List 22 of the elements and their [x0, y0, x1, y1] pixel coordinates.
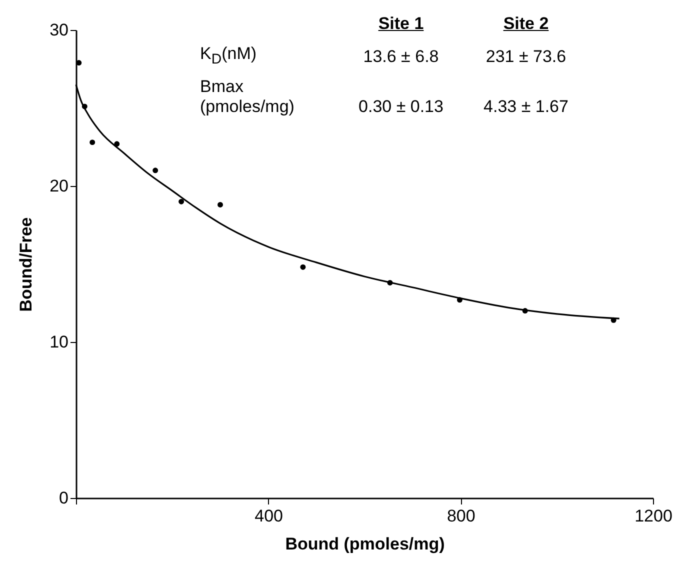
point [152, 168, 158, 174]
x-tick-label: 1200 [634, 506, 672, 526]
y-axis-title: Bound/Free [16, 217, 36, 312]
point [300, 264, 306, 270]
y-tick-label: 30 [50, 20, 68, 40]
x-tick-label: 400 [254, 506, 284, 526]
annotation: 13.6 ± 6.8 [362, 47, 440, 68]
annotation: Site 2 [502, 14, 550, 34]
point [218, 202, 223, 208]
annotation: K$_{D}$(nM) [200, 44, 258, 68]
point [178, 198, 184, 204]
annotation: 231 ± 73.6 [484, 47, 568, 68]
x-tick-label: 800 [446, 506, 476, 526]
y-tick-label: 0 [59, 488, 68, 508]
y-tick-label: 20 [50, 176, 68, 196]
point [90, 140, 96, 146]
annotation: Bmax (pmoles/mg) [200, 77, 296, 118]
x-axis-title: Bound (pmoles/mg) [285, 534, 445, 554]
annotation: Site 1 [377, 14, 425, 34]
annotation: 4.33 ± 1.67 [482, 97, 570, 118]
y-tick-label: 10 [50, 332, 68, 352]
annotation: 0.30 ± 0.13 [358, 97, 444, 118]
